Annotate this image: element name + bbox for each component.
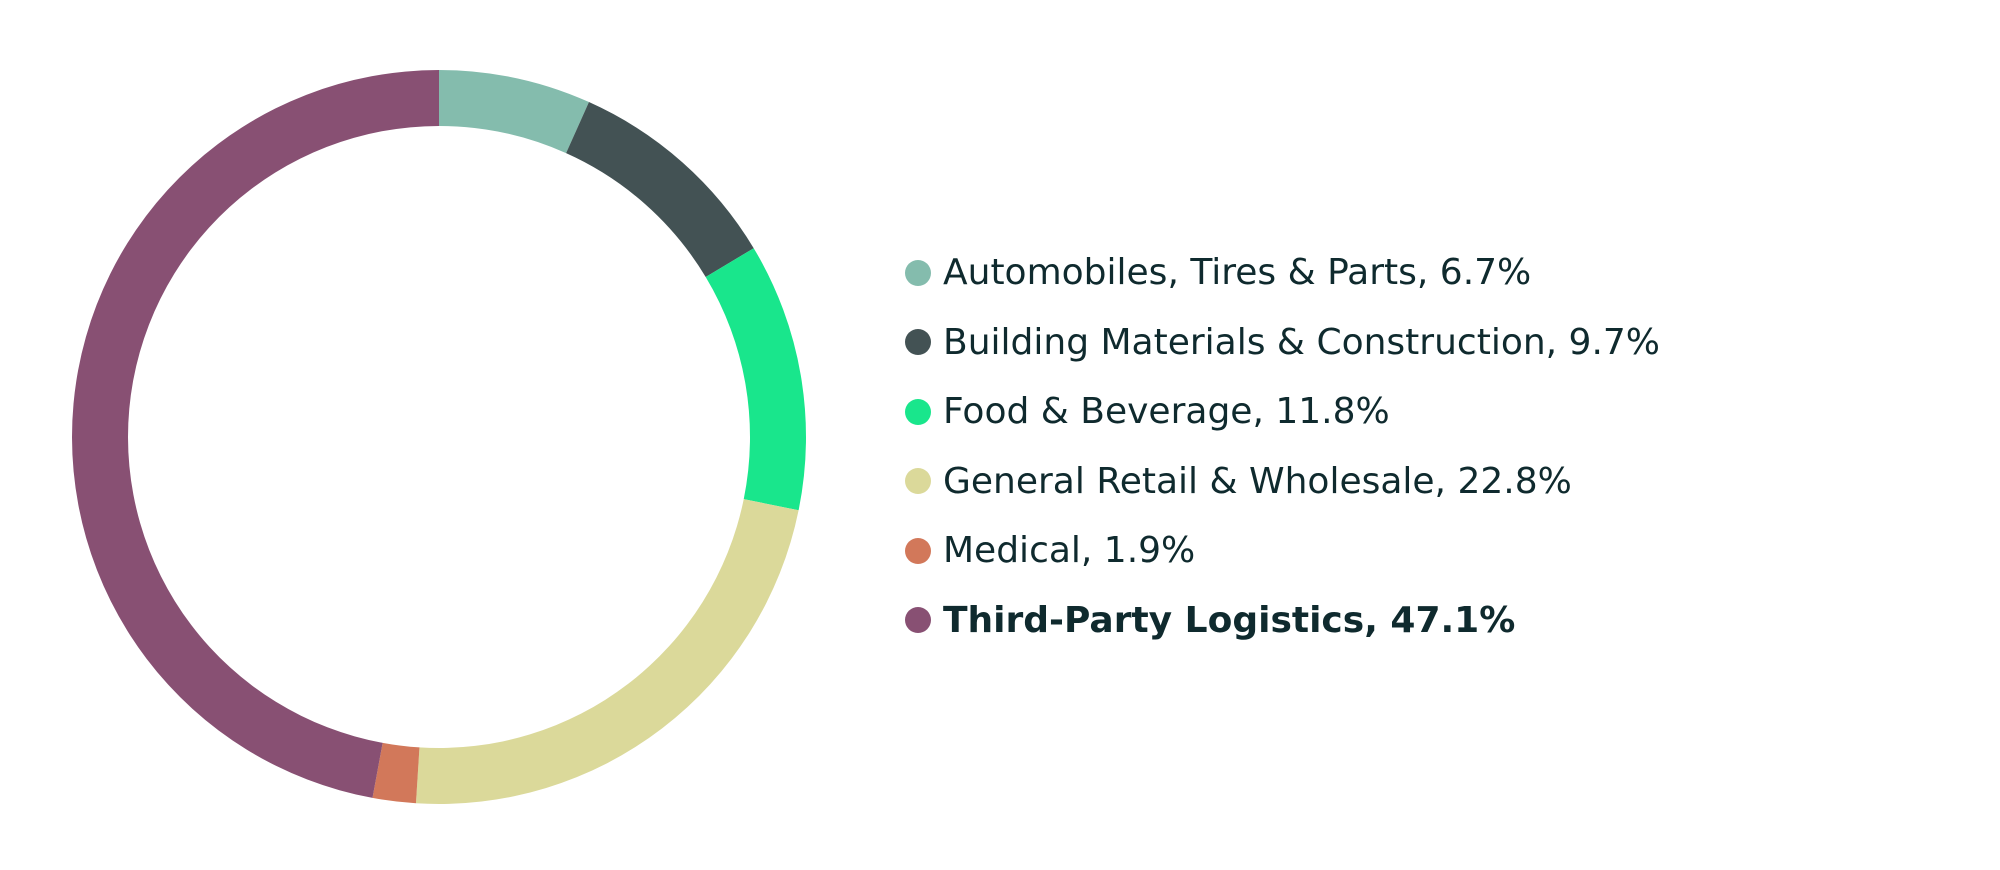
legend-item: Third-Party Logistics, 47.1%: [905, 586, 1660, 656]
legend: Automobiles, Tires & Parts, 6.7% Building…: [905, 238, 1660, 655]
legend-swatch: [905, 398, 931, 425]
legend-label: Automobiles, Tires & Parts, 6.7%: [943, 252, 1532, 294]
legend-item: Building Materials & Construction, 9.7%: [905, 308, 1660, 378]
legend-label: Third-Party Logistics, 47.1%: [943, 599, 1516, 641]
legend-label: Medical, 1.9%: [943, 530, 1196, 572]
legend-swatch: [905, 468, 931, 495]
donut-slice-4: [372, 742, 420, 804]
legend-label: Food & Beverage, 11.8%: [943, 391, 1390, 433]
donut-slice-0: [439, 70, 589, 154]
legend-swatch: [905, 537, 931, 564]
donut-slice-5: [72, 70, 439, 798]
legend-swatch: [905, 607, 931, 634]
legend-item: General Retail & Wholesale, 22.8%: [905, 447, 1660, 517]
donut-chart: [72, 70, 807, 804]
legend-swatch: [905, 259, 931, 286]
legend-item: Automobiles, Tires & Parts, 6.7%: [905, 238, 1660, 308]
legend-label: Building Materials & Construction, 9.7%: [943, 321, 1661, 363]
donut-slice-1: [566, 102, 754, 278]
legend-item: Food & Beverage, 11.8%: [905, 377, 1660, 447]
legend-item: Medical, 1.9%: [905, 516, 1660, 586]
legend-swatch: [905, 329, 931, 356]
donut-slice-2: [705, 248, 807, 511]
legend-label: General Retail & Wholesale, 22.8%: [943, 460, 1572, 502]
donut-slice-3: [415, 499, 799, 804]
